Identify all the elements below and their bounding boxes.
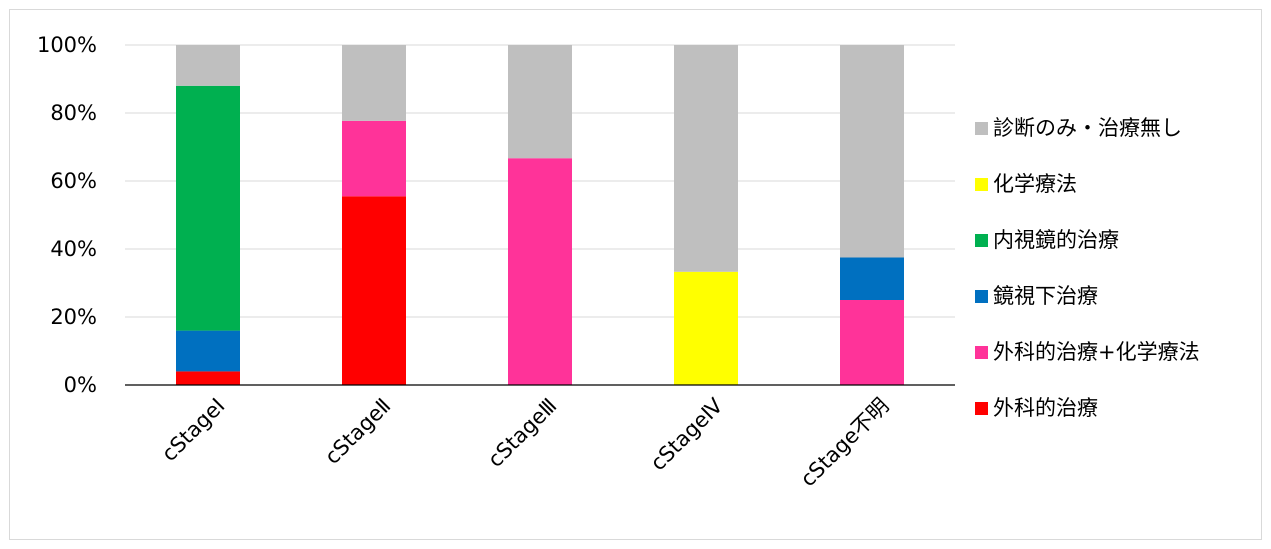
y-tick-label: 0%	[64, 373, 97, 397]
x-category-label: cStageⅢ	[483, 394, 561, 472]
bar-segment	[342, 120, 406, 197]
bar-segment	[508, 45, 572, 159]
legend-swatch	[975, 290, 988, 303]
bar-segment	[840, 257, 904, 300]
x-category-label: cStage不明	[796, 394, 894, 492]
bar-segment	[176, 371, 240, 385]
axes: 0% 20% 40% 60% 80% 100% cStageⅠ cStageⅡ cStageⅢ c…	[37, 33, 955, 491]
legend-label: 外科的治療	[993, 396, 1098, 420]
bar-segment	[840, 45, 904, 258]
y-tick-label: 100%	[37, 33, 97, 57]
legend-swatch	[975, 402, 988, 415]
bar-segment	[674, 45, 738, 272]
y-tick-label: 80%	[50, 101, 97, 125]
bar-segment	[508, 158, 572, 385]
y-tick-label: 60%	[50, 169, 97, 193]
bar-segment	[342, 45, 406, 121]
legend-label: 化学療法	[993, 172, 1077, 196]
bar-segment	[176, 330, 240, 372]
y-tick-label: 20%	[50, 305, 97, 329]
legend-label: 外科的治療+化学療法	[993, 340, 1200, 364]
bar-segment	[674, 271, 738, 385]
legend-swatch	[975, 178, 988, 191]
y-tick-label: 40%	[50, 237, 97, 261]
legend-label: 内視鏡的治療	[993, 228, 1119, 252]
x-category-label: cStageⅠ	[157, 394, 229, 466]
bars	[176, 45, 904, 385]
bar-segment	[176, 45, 240, 86]
legend-swatch	[975, 122, 988, 135]
bar-segment	[840, 300, 904, 385]
legend-swatch	[975, 346, 988, 359]
legend-label: 鏡視下治療	[993, 284, 1098, 308]
bar-segment	[176, 85, 240, 331]
legend-swatch	[975, 234, 988, 247]
bar-segment	[342, 196, 406, 385]
x-category-label: cStageⅡ	[320, 394, 395, 469]
legend-label: 診断のみ・治療無し	[993, 116, 1182, 140]
x-category-label: cStageⅣ	[646, 393, 728, 475]
